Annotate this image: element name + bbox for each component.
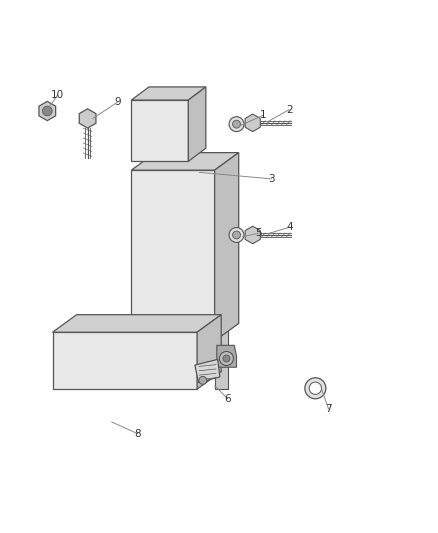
Circle shape [233, 231, 240, 239]
Polygon shape [195, 359, 220, 383]
Circle shape [305, 378, 326, 399]
Text: 9: 9 [114, 97, 121, 107]
Circle shape [223, 355, 230, 362]
Text: 7: 7 [325, 404, 332, 414]
Text: 4: 4 [286, 222, 293, 232]
Polygon shape [245, 226, 260, 244]
Polygon shape [53, 332, 197, 389]
Polygon shape [215, 152, 239, 341]
Polygon shape [39, 101, 56, 120]
Polygon shape [131, 100, 188, 161]
Polygon shape [79, 109, 96, 128]
Polygon shape [131, 87, 206, 100]
Circle shape [199, 376, 207, 384]
Text: 5: 5 [255, 228, 262, 238]
Polygon shape [131, 170, 215, 341]
Circle shape [229, 228, 244, 243]
Circle shape [229, 117, 244, 132]
Polygon shape [245, 114, 260, 132]
Text: 10: 10 [51, 90, 64, 100]
Polygon shape [131, 152, 239, 170]
Circle shape [309, 382, 321, 394]
Text: 3: 3 [268, 174, 275, 184]
Polygon shape [215, 152, 228, 389]
Polygon shape [53, 314, 221, 332]
Text: 1: 1 [259, 110, 266, 120]
Text: 6: 6 [224, 394, 231, 404]
Polygon shape [188, 87, 206, 161]
Circle shape [219, 351, 233, 366]
Polygon shape [197, 314, 221, 389]
Polygon shape [217, 345, 237, 367]
Text: 8: 8 [134, 429, 141, 439]
Circle shape [233, 120, 240, 128]
Text: 2: 2 [286, 104, 293, 115]
Circle shape [42, 106, 52, 116]
